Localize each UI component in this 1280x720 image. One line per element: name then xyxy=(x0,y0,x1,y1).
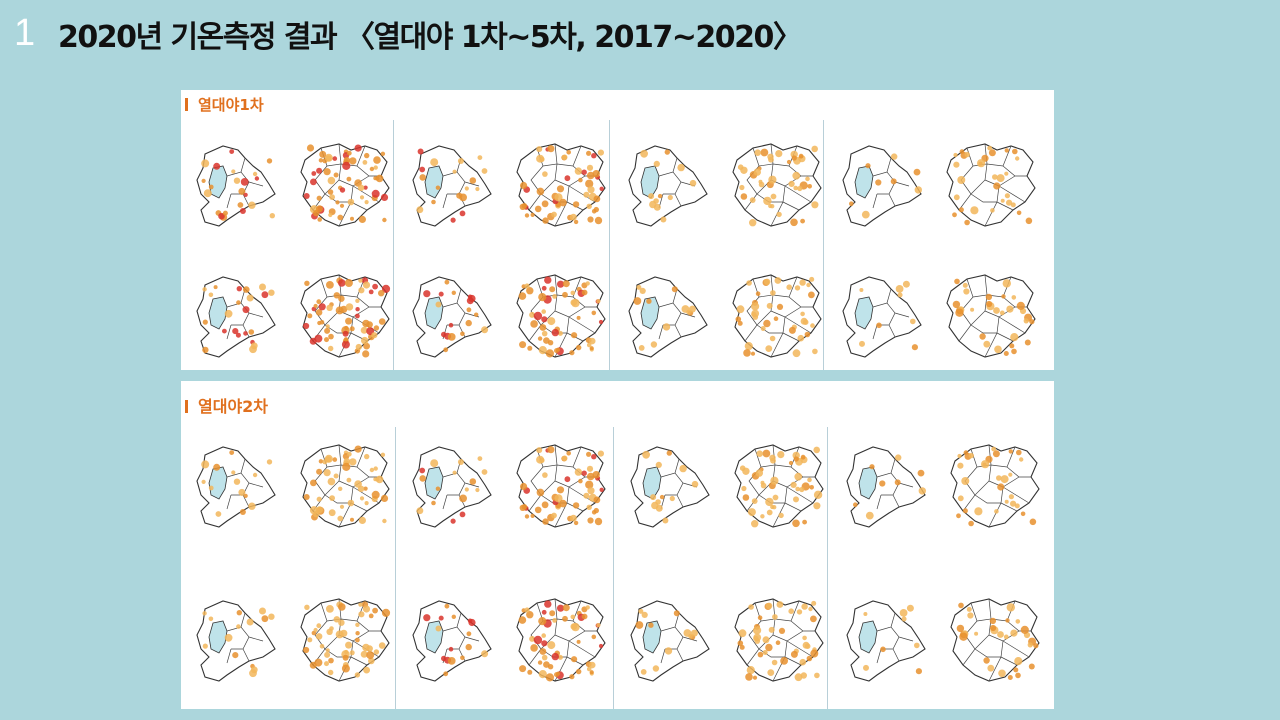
zoomed-map-thumbnail xyxy=(507,136,612,231)
zoomed-map-thumbnail xyxy=(291,136,396,231)
district-map-thumbnail xyxy=(829,136,929,231)
panel-label-text: 열대야1차 xyxy=(198,96,264,114)
panel-divider xyxy=(827,427,828,709)
panel-divider xyxy=(393,120,394,370)
district-map-thumbnail xyxy=(183,591,283,686)
district-map-thumbnail xyxy=(183,437,283,532)
zoomed-map-thumbnail xyxy=(507,437,612,532)
district-map-thumbnail xyxy=(183,136,283,231)
district-map-thumbnail xyxy=(399,437,499,532)
panel-label: 열대야1차 xyxy=(185,94,264,115)
panel-label: 열대야2차 xyxy=(185,393,268,417)
zoomed-map-thumbnail xyxy=(725,437,830,532)
district-map-thumbnail xyxy=(617,591,717,686)
district-map-thumbnail xyxy=(829,267,929,362)
district-map-thumbnail xyxy=(615,267,715,362)
zoomed-map-thumbnail xyxy=(291,591,396,686)
zoomed-map-thumbnail xyxy=(723,267,828,362)
zoomed-map-thumbnail xyxy=(291,437,396,532)
zoomed-map-thumbnail xyxy=(937,136,1042,231)
panel-divider xyxy=(823,120,824,370)
panel-label-text: 열대야2차 xyxy=(198,397,269,416)
zoomed-map-thumbnail xyxy=(725,591,830,686)
slide-number: 1 xyxy=(14,12,36,54)
district-map-thumbnail xyxy=(399,136,499,231)
district-map-thumbnail xyxy=(399,591,499,686)
zoomed-map-thumbnail xyxy=(723,136,828,231)
district-map-thumbnail xyxy=(833,437,933,532)
district-map-thumbnail xyxy=(833,591,933,686)
panel-divider xyxy=(395,427,396,709)
district-map-thumbnail xyxy=(183,267,283,362)
panel-divider xyxy=(609,120,610,370)
panel-divider xyxy=(613,427,614,709)
district-map-thumbnail xyxy=(617,437,717,532)
label-bar-icon xyxy=(185,400,188,413)
zoomed-map-thumbnail xyxy=(937,267,1042,362)
district-map-thumbnail xyxy=(399,267,499,362)
slide-title: 2020년 기온측정 결과 〈열대야 1차~5차, 2017~2020〉 xyxy=(58,20,803,55)
zoomed-map-thumbnail xyxy=(941,437,1046,532)
zoomed-map-thumbnail xyxy=(291,267,396,362)
panel-night-2: 열대야2차 xyxy=(181,381,1054,709)
panel-night-1: 열대야1차 xyxy=(181,90,1054,370)
zoomed-map-thumbnail xyxy=(507,267,612,362)
zoomed-map-thumbnail xyxy=(941,591,1046,686)
zoomed-map-thumbnail xyxy=(507,591,612,686)
label-bar-icon xyxy=(185,98,188,111)
district-map-thumbnail xyxy=(615,136,715,231)
